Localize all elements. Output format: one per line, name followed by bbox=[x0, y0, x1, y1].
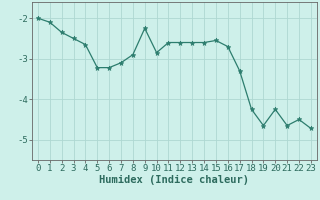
X-axis label: Humidex (Indice chaleur): Humidex (Indice chaleur) bbox=[100, 175, 249, 185]
